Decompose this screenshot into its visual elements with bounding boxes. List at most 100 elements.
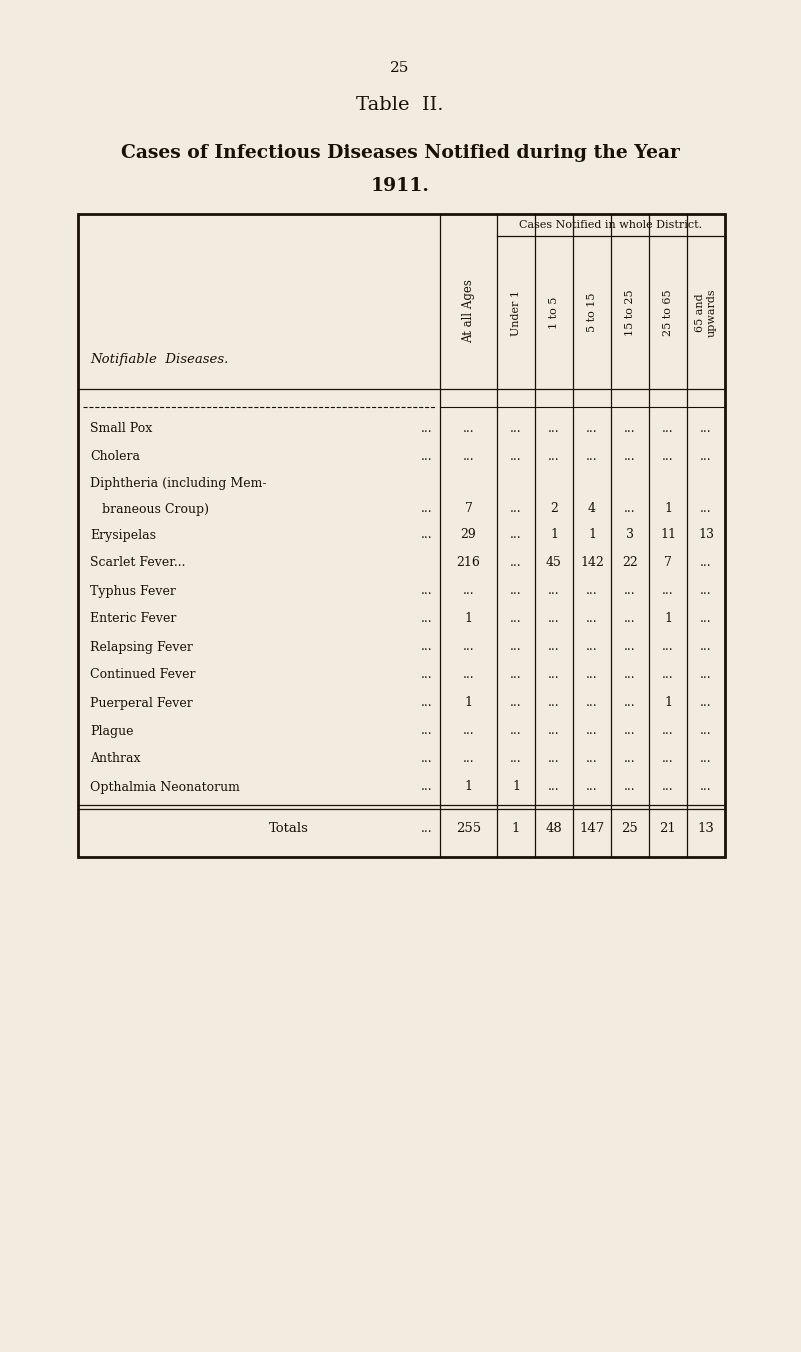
- Text: ...: ...: [624, 422, 636, 435]
- Text: ...: ...: [586, 612, 598, 626]
- Text: 1: 1: [550, 529, 558, 542]
- Text: ...: ...: [421, 780, 432, 794]
- Text: ...: ...: [700, 584, 712, 598]
- Text: ...: ...: [548, 725, 560, 737]
- Text: 15 to 25: 15 to 25: [625, 289, 635, 335]
- Text: ...: ...: [700, 450, 712, 464]
- Text: ...: ...: [662, 584, 674, 598]
- Text: ...: ...: [510, 641, 521, 653]
- Text: ...: ...: [700, 780, 712, 794]
- Text: ...: ...: [624, 668, 636, 681]
- Text: ...: ...: [624, 696, 636, 710]
- Text: ...: ...: [421, 584, 432, 598]
- Text: Erysipelas: Erysipelas: [90, 529, 156, 542]
- Text: 1: 1: [465, 696, 473, 710]
- Text: ...: ...: [421, 668, 432, 681]
- Text: ...: ...: [510, 557, 521, 569]
- Text: ...: ...: [662, 422, 674, 435]
- Text: 4: 4: [588, 503, 596, 515]
- Text: ...: ...: [586, 780, 598, 794]
- Text: Table  II.: Table II.: [356, 96, 444, 114]
- Text: 13: 13: [698, 529, 714, 542]
- Text: 13: 13: [698, 822, 714, 836]
- Text: ...: ...: [586, 696, 598, 710]
- Text: ...: ...: [421, 422, 432, 435]
- Text: 255: 255: [456, 822, 481, 836]
- Text: ...: ...: [624, 584, 636, 598]
- Text: Cases Notified in whole District.: Cases Notified in whole District.: [519, 220, 702, 230]
- Text: Totals: Totals: [269, 822, 309, 836]
- Text: Scarlet Fever...: Scarlet Fever...: [90, 557, 186, 569]
- Text: Anthrax: Anthrax: [90, 753, 140, 765]
- Text: 22: 22: [622, 557, 638, 569]
- Text: ...: ...: [548, 450, 560, 464]
- Text: ...: ...: [586, 753, 598, 765]
- Text: Typhus Fever: Typhus Fever: [90, 584, 176, 598]
- Text: ...: ...: [586, 422, 598, 435]
- Text: 1: 1: [465, 780, 473, 794]
- Text: ...: ...: [421, 753, 432, 765]
- Text: ...: ...: [624, 450, 636, 464]
- Text: ...: ...: [586, 584, 598, 598]
- Text: ...: ...: [463, 668, 474, 681]
- Text: Cholera: Cholera: [90, 450, 140, 464]
- Text: ...: ...: [662, 668, 674, 681]
- Text: At all Ages: At all Ages: [462, 280, 475, 343]
- Text: 25 to 65: 25 to 65: [663, 289, 673, 335]
- Text: ...: ...: [510, 584, 521, 598]
- Text: Small Pox: Small Pox: [90, 422, 152, 435]
- Text: Enteric Fever: Enteric Fever: [90, 612, 176, 626]
- Text: 1: 1: [512, 780, 520, 794]
- Text: ...: ...: [548, 753, 560, 765]
- Text: ...: ...: [510, 503, 521, 515]
- Text: 25: 25: [390, 61, 409, 74]
- Text: ...: ...: [624, 725, 636, 737]
- Text: ...: ...: [624, 641, 636, 653]
- Text: ...: ...: [624, 612, 636, 626]
- Text: ...: ...: [548, 696, 560, 710]
- Text: 1: 1: [664, 696, 672, 710]
- Text: ...: ...: [510, 696, 521, 710]
- Text: ...: ...: [662, 450, 674, 464]
- Text: Plague: Plague: [90, 725, 134, 737]
- Text: 1: 1: [664, 503, 672, 515]
- Text: ...: ...: [586, 725, 598, 737]
- Text: ...: ...: [421, 503, 432, 515]
- Text: ...: ...: [662, 641, 674, 653]
- Text: 2: 2: [550, 503, 558, 515]
- Text: 1 to 5: 1 to 5: [549, 296, 559, 329]
- Text: ...: ...: [586, 668, 598, 681]
- Text: 1911.: 1911.: [371, 177, 429, 195]
- Text: ...: ...: [586, 641, 598, 653]
- Text: ...: ...: [510, 529, 521, 542]
- Text: ...: ...: [548, 422, 560, 435]
- Text: 5 to 15: 5 to 15: [587, 293, 597, 333]
- Text: 142: 142: [580, 557, 604, 569]
- Text: ...: ...: [510, 612, 521, 626]
- Text: ...: ...: [624, 753, 636, 765]
- Text: 65 and
upwards: 65 and upwards: [695, 288, 717, 337]
- Text: ...: ...: [700, 725, 712, 737]
- Text: ...: ...: [421, 725, 432, 737]
- Text: braneous Croup): braneous Croup): [102, 503, 209, 515]
- Text: Continued Fever: Continued Fever: [90, 668, 195, 681]
- Text: Cases of Infectious Diseases Notified during the Year: Cases of Infectious Diseases Notified du…: [121, 145, 679, 162]
- Text: ...: ...: [700, 668, 712, 681]
- Text: ...: ...: [662, 725, 674, 737]
- Text: ...: ...: [700, 503, 712, 515]
- Text: 1: 1: [512, 822, 520, 836]
- Text: ...: ...: [421, 696, 432, 710]
- Text: 29: 29: [461, 529, 477, 542]
- Text: ...: ...: [463, 725, 474, 737]
- Text: ...: ...: [700, 753, 712, 765]
- Text: 7: 7: [465, 503, 473, 515]
- Text: 11: 11: [660, 529, 676, 542]
- Bar: [78, 214, 725, 857]
- Text: ...: ...: [548, 780, 560, 794]
- Text: ...: ...: [463, 584, 474, 598]
- Text: Under 1: Under 1: [511, 289, 521, 335]
- Text: ...: ...: [421, 529, 432, 542]
- Text: ...: ...: [662, 753, 674, 765]
- Text: ...: ...: [700, 557, 712, 569]
- Text: ...: ...: [510, 450, 521, 464]
